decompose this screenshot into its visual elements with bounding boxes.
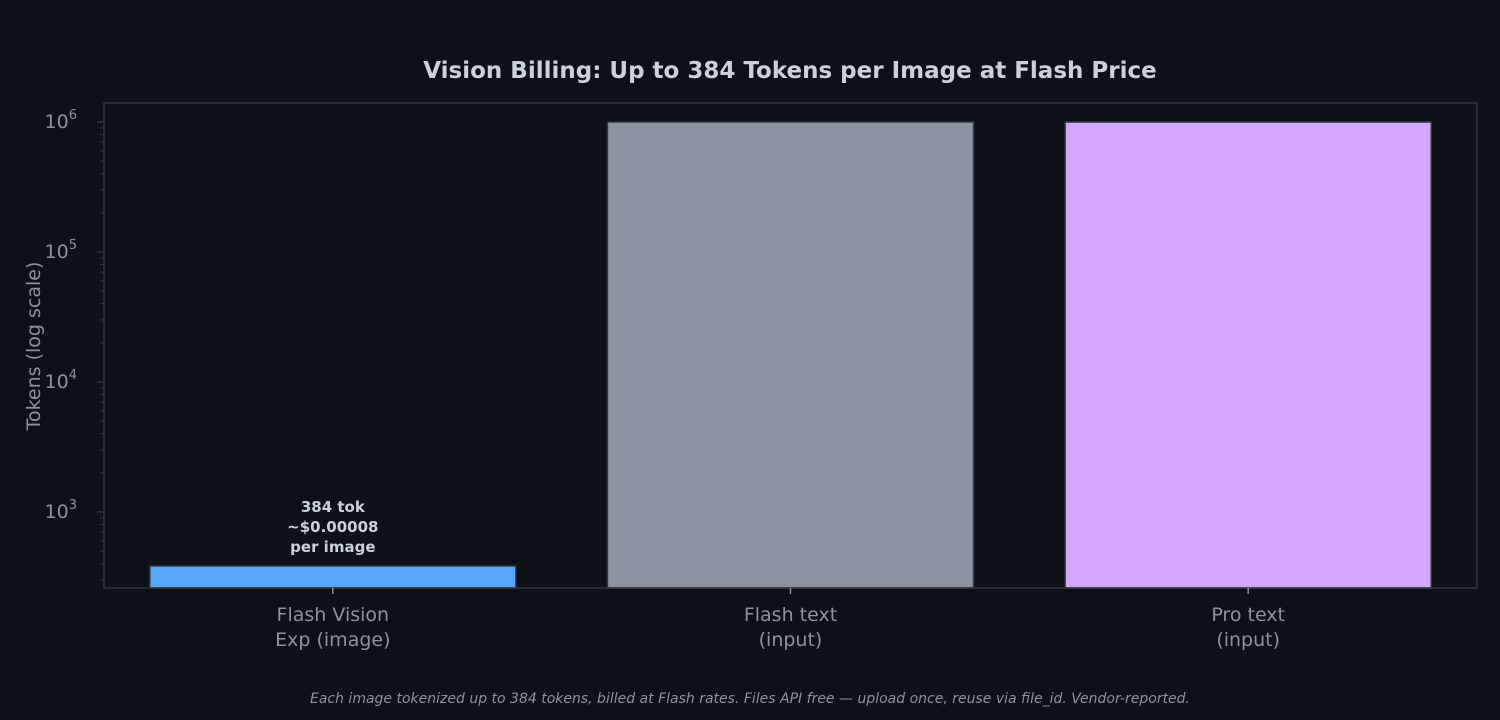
- y-tick-label: 106: [45, 108, 77, 133]
- bar: [149, 565, 517, 589]
- x-axis-ticks: Flash Vision Exp (image) Flash text (input)…: [275, 588, 1285, 651]
- y-axis-label: Tokens (log scale): [23, 262, 45, 432]
- y-tick-base: 10: [45, 371, 69, 393]
- y-tick-label: 104: [45, 368, 77, 393]
- bar-annotation-line: ~$0.00008: [287, 518, 378, 536]
- x-tick-label: Flash Vision: [277, 604, 390, 626]
- bars-group: [149, 121, 1432, 589]
- y-tick-exponent: 3: [69, 498, 77, 513]
- bar: [606, 121, 975, 589]
- bar-annotations: 384 tok ~$0.00008 per image: [287, 498, 378, 556]
- x-tick-label: Exp (image): [275, 629, 390, 651]
- y-tick-base: 10: [45, 241, 69, 263]
- y-tick-base: 10: [45, 111, 69, 133]
- chart-title: Vision Billing: Up to 384 Tokens per Ima…: [423, 58, 1156, 84]
- bar-annotation-line: 384 tok: [301, 498, 366, 516]
- bar-chart: Vision Billing: Up to 384 Tokens per Ima…: [23, 58, 1478, 651]
- y-tick-base: 10: [45, 501, 69, 523]
- x-tick-label: (input): [1216, 629, 1280, 651]
- x-tick-label: Flash text: [744, 604, 837, 626]
- y-tick-exponent: 5: [69, 238, 77, 253]
- bar: [1064, 121, 1432, 589]
- footnote: Each image tokenized up to 384 tokens, b…: [309, 691, 1191, 707]
- y-tick-exponent: 6: [69, 108, 77, 123]
- bar-annotation-line: per image: [290, 538, 375, 556]
- x-tick-label: Pro text: [1211, 604, 1285, 626]
- x-tick-label: (input): [759, 629, 823, 651]
- y-tick-exponent: 4: [69, 368, 77, 383]
- y-tick-label: 105: [45, 238, 77, 263]
- y-tick-label: 103: [45, 498, 77, 523]
